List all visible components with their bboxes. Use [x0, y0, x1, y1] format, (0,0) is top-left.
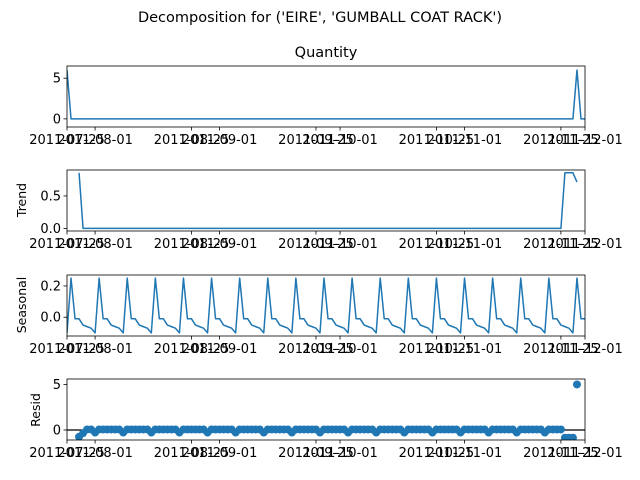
seasonal-series-line [67, 277, 585, 334]
resid-xtick-label-4: 2011-09-25 [278, 446, 354, 461]
resid-xtick-label-5: 2011-10-01 [302, 446, 378, 461]
resid-axes-frame [66, 378, 586, 441]
seasonal-ytick-label-1: 0.2 [40, 279, 61, 294]
trend-data [78, 172, 578, 230]
quantity-axes-frame [66, 65, 586, 128]
resid-point-2011-11-28 [568, 433, 577, 440]
quantity-xtick-label-2: 2011-08-25 [154, 133, 230, 148]
quantity-ytick-label-0: 0 [53, 112, 61, 127]
resid-xtick-label-8: 2011-11-25 [523, 446, 599, 461]
quantity-xtick-label-7: 2011-11-01 [427, 133, 503, 148]
resid-ytick-label-0: 0 [53, 423, 61, 438]
seasonal-xtick-label-6: 2011-10-25 [399, 342, 475, 357]
resid-xtick-label-0: 2011-07-25 [29, 446, 105, 461]
seasonal-xtick-label-2: 2011-08-25 [154, 342, 230, 357]
quantity-xtick-label-6: 2011-10-25 [399, 133, 475, 148]
seasonal-xtick-label-5: 2011-10-01 [302, 342, 378, 357]
trend-ylabel: Trend [14, 183, 29, 218]
quantity-xtick-label-1: 2011-08-01 [57, 133, 133, 148]
quantity-xtick-label-8: 2011-11-25 [523, 133, 599, 148]
quantity-panel-title: Quantity [295, 45, 358, 61]
seasonal-data [67, 277, 585, 334]
trend-xtick-label-1: 2011-08-01 [57, 237, 133, 252]
quantity-xtick-label-9: 2011-12-01 [547, 133, 623, 148]
quantity-xtick-label-4: 2011-09-25 [278, 133, 354, 148]
trend-ytick-label-1: 0.5 [40, 189, 61, 204]
trend-series-line [78, 172, 578, 230]
resid-xtick-label-7: 2011-11-01 [427, 446, 503, 461]
resid-xtick-label-6: 2011-10-25 [399, 446, 475, 461]
resid-xtick-label-9: 2011-12-01 [547, 446, 623, 461]
quantity-xtick-label-5: 2011-10-01 [302, 133, 378, 148]
resid-point-2011-11-29 [572, 380, 581, 389]
resid-xtick-label-3: 2011-09-01 [182, 446, 258, 461]
figure-suptitle: Decomposition for ('EIRE', 'GUMBALL COAT… [138, 10, 502, 26]
trend-ytick-label-0: 0.0 [40, 222, 61, 237]
seasonal-ytick-label-0: 0.0 [40, 311, 61, 326]
resid-point-2011-11-25 [556, 425, 565, 434]
trend-xtick-label-0: 2011-07-25 [29, 237, 105, 252]
trend-xtick-label-2: 2011-08-25 [154, 237, 230, 252]
resid-data [67, 380, 585, 440]
trend-axes-frame [66, 169, 586, 232]
seasonal-xtick-label-7: 2011-11-01 [427, 342, 503, 357]
trend-xtick-label-9: 2011-12-01 [547, 237, 623, 252]
resid-ylabel: Resid [28, 393, 43, 427]
quantity-ytick-label-1: 5 [53, 72, 61, 87]
resid-ytick-label-1: 5 [53, 378, 61, 393]
quantity-data [67, 69, 585, 121]
seasonal-ylabel: Seasonal [14, 277, 29, 334]
seasonal-axes-frame [66, 274, 586, 337]
seasonal-xtick-label-0: 2011-07-25 [29, 342, 105, 357]
quantity-series-line [67, 69, 585, 121]
trend-xtick-label-3: 2011-09-01 [182, 237, 258, 252]
trend-xtick-label-7: 2011-11-01 [427, 237, 503, 252]
seasonal-xtick-label-1: 2011-08-01 [57, 342, 133, 357]
seasonal-xtick-label-4: 2011-09-25 [278, 342, 354, 357]
trend-xtick-label-8: 2011-11-25 [523, 237, 599, 252]
seasonal-xtick-label-3: 2011-09-01 [182, 342, 258, 357]
trend-xtick-label-4: 2011-09-25 [278, 237, 354, 252]
seasonal-xtick-label-8: 2011-11-25 [523, 342, 599, 357]
quantity-xtick-label-3: 2011-09-01 [182, 133, 258, 148]
seasonal-xtick-label-9: 2011-12-01 [547, 342, 623, 357]
resid-xtick-label-2: 2011-08-25 [154, 446, 230, 461]
resid-xtick-label-1: 2011-08-01 [57, 446, 133, 461]
trend-xtick-label-6: 2011-10-25 [399, 237, 475, 252]
quantity-xtick-label-0: 2011-07-25 [29, 133, 105, 148]
trend-xtick-label-5: 2011-10-01 [302, 237, 378, 252]
